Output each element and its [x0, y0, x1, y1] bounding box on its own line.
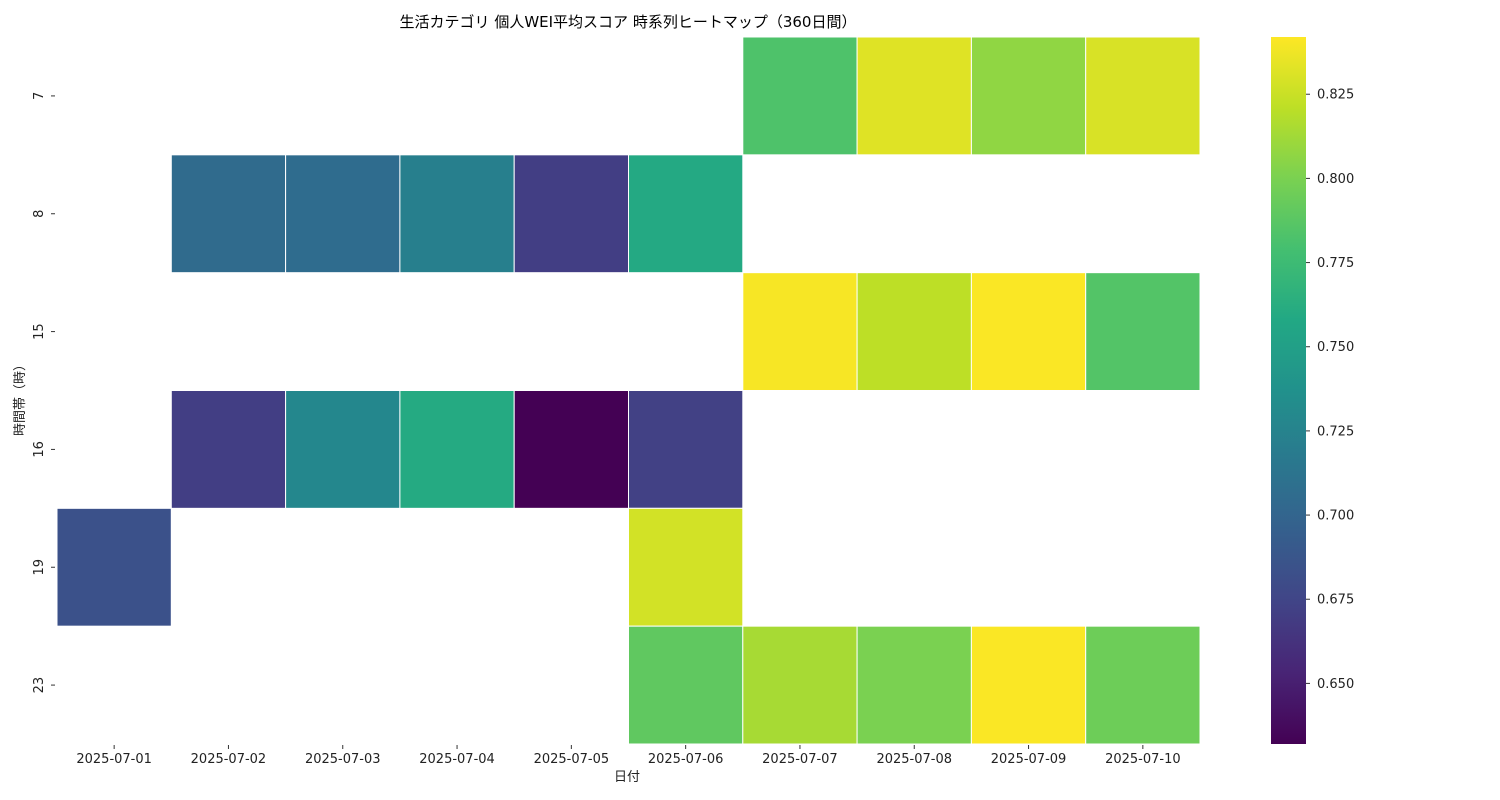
colorbar-tick-label: 0.775 — [1317, 256, 1354, 271]
y-axis-ticks: 7 8 15 16 19 23 — [32, 92, 55, 694]
heatmap-cell — [628, 507, 744, 627]
heatmap-cell — [970, 272, 1087, 391]
heatmap-cell — [628, 154, 744, 274]
heatmap-cell — [513, 390, 630, 509]
y-tick-label: 19 — [32, 559, 47, 576]
y-tick-label: 15 — [32, 323, 47, 340]
heatmap-cell — [742, 625, 858, 745]
x-tick-label: 2025-07-03 — [305, 752, 381, 767]
heatmap-cell — [285, 390, 401, 509]
x-tick-label: 2025-07-01 — [76, 752, 152, 767]
x-tick-label: 2025-07-08 — [876, 752, 952, 767]
heatmap-cell — [399, 154, 515, 274]
heatmap-cell — [856, 36, 972, 156]
x-tick-label: 2025-07-02 — [191, 752, 267, 767]
x-axis-label: 日付 — [614, 770, 640, 785]
x-axis-ticks: 2025-07-01 2025-07-02 2025-07-03 2025-07-04… — [76, 745, 1181, 767]
colorbar-tick-label: 0.800 — [1317, 172, 1354, 187]
heatmap-cell — [1085, 272, 1201, 391]
heatmap-cell — [628, 390, 744, 509]
colorbar-tick-label: 0.750 — [1317, 340, 1354, 355]
y-tick-label: 7 — [32, 92, 47, 100]
heatmap-cell — [628, 625, 744, 745]
x-tick-label: 2025-07-09 — [991, 752, 1067, 767]
heatmap-cell — [513, 154, 630, 274]
y-tick-label: 23 — [32, 677, 47, 694]
heatmap-cell — [970, 36, 1087, 156]
heatmap-cell — [742, 272, 858, 391]
heatmap-cell — [285, 154, 401, 274]
y-tick-label: 16 — [32, 441, 47, 458]
chart-title: 生活カテゴリ 個人WEI平均スコア 時系列ヒートマップ（360日間） — [400, 13, 857, 31]
colorbar-ticks: 0.650 0.675 0.700 0.725 0.750 0.775 0.800 0.825 — [1306, 88, 1354, 692]
x-tick-label: 2025-07-04 — [419, 752, 495, 767]
x-tick-label: 2025-07-07 — [762, 752, 838, 767]
x-tick-label: 2025-07-05 — [534, 752, 610, 767]
heatmap-cell — [970, 625, 1087, 745]
heatmap-cell — [170, 390, 287, 509]
x-tick-label: 2025-07-10 — [1105, 752, 1181, 767]
heatmap-cell — [1085, 36, 1201, 156]
heatmap-cell — [399, 390, 515, 509]
colorbar — [1271, 37, 1306, 744]
colorbar-tick-label: 0.725 — [1317, 424, 1354, 439]
heatmap-cells — [56, 36, 1201, 745]
colorbar-tick-label: 0.700 — [1317, 509, 1354, 524]
y-axis-label: 時間帯（時） — [13, 358, 28, 436]
y-tick-label: 8 — [32, 210, 47, 218]
x-tick-label: 2025-07-06 — [648, 752, 724, 767]
heatmap-cell — [742, 36, 858, 156]
heatmap-cell — [856, 272, 972, 391]
heatmap-cell — [170, 154, 287, 274]
heatmap-cell — [856, 625, 972, 745]
colorbar-tick-label: 0.650 — [1317, 677, 1354, 692]
colorbar-tick-label: 0.675 — [1317, 593, 1354, 608]
heatmap-cell — [1085, 625, 1201, 745]
heatmap-cell — [56, 507, 172, 627]
colorbar-tick-label: 0.825 — [1317, 88, 1354, 103]
